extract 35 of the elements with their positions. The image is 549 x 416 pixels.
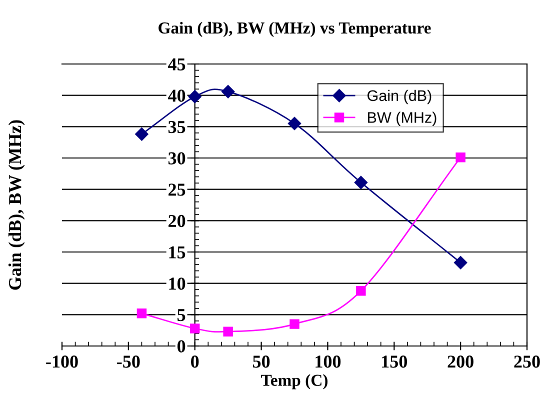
point	[354, 176, 368, 190]
y-tick-label: 10	[169, 278, 186, 290]
x-tick-label: -50	[117, 356, 140, 368]
x-tick-label: -100	[46, 356, 78, 368]
y-tick-label: 35	[168, 120, 186, 134]
x-tick-label: 200	[448, 356, 474, 368]
point	[221, 84, 235, 98]
chart-title: Gain (dB), BW (MHz) vs Temperature	[158, 22, 431, 37]
y-axis-title: Gain (dB), BW (MHz)	[8, 120, 25, 290]
x-tick-label: 100	[316, 356, 341, 368]
point	[454, 256, 468, 270]
y-tick-label: 20	[168, 214, 186, 228]
legend-label: Gain (dB)	[368, 90, 432, 104]
point	[290, 319, 300, 329]
x-tick-label: 50	[252, 356, 270, 368]
x-tick-label: 0	[191, 356, 199, 368]
y-tick-label: 45	[168, 58, 186, 70]
x-axis-title: Temp (C)	[261, 374, 328, 390]
y-tick-label: 5	[178, 309, 186, 322]
y-tick-label: 15	[169, 246, 186, 258]
point	[190, 324, 200, 334]
point	[188, 90, 202, 104]
point	[223, 326, 233, 336]
point	[288, 116, 302, 130]
y-tick-label: 0	[177, 340, 186, 352]
y-tick-label: 30	[168, 152, 186, 164]
point	[135, 128, 148, 141]
x-tick-label: 150	[382, 356, 407, 368]
point	[456, 152, 466, 162]
point	[136, 308, 147, 318]
x-tick-label: 250	[514, 356, 540, 368]
point	[356, 286, 366, 296]
y-tick-label: 25	[168, 184, 186, 196]
legend-label: BW (MHz)	[368, 112, 436, 126]
y-tick-label: 40	[168, 90, 186, 102]
